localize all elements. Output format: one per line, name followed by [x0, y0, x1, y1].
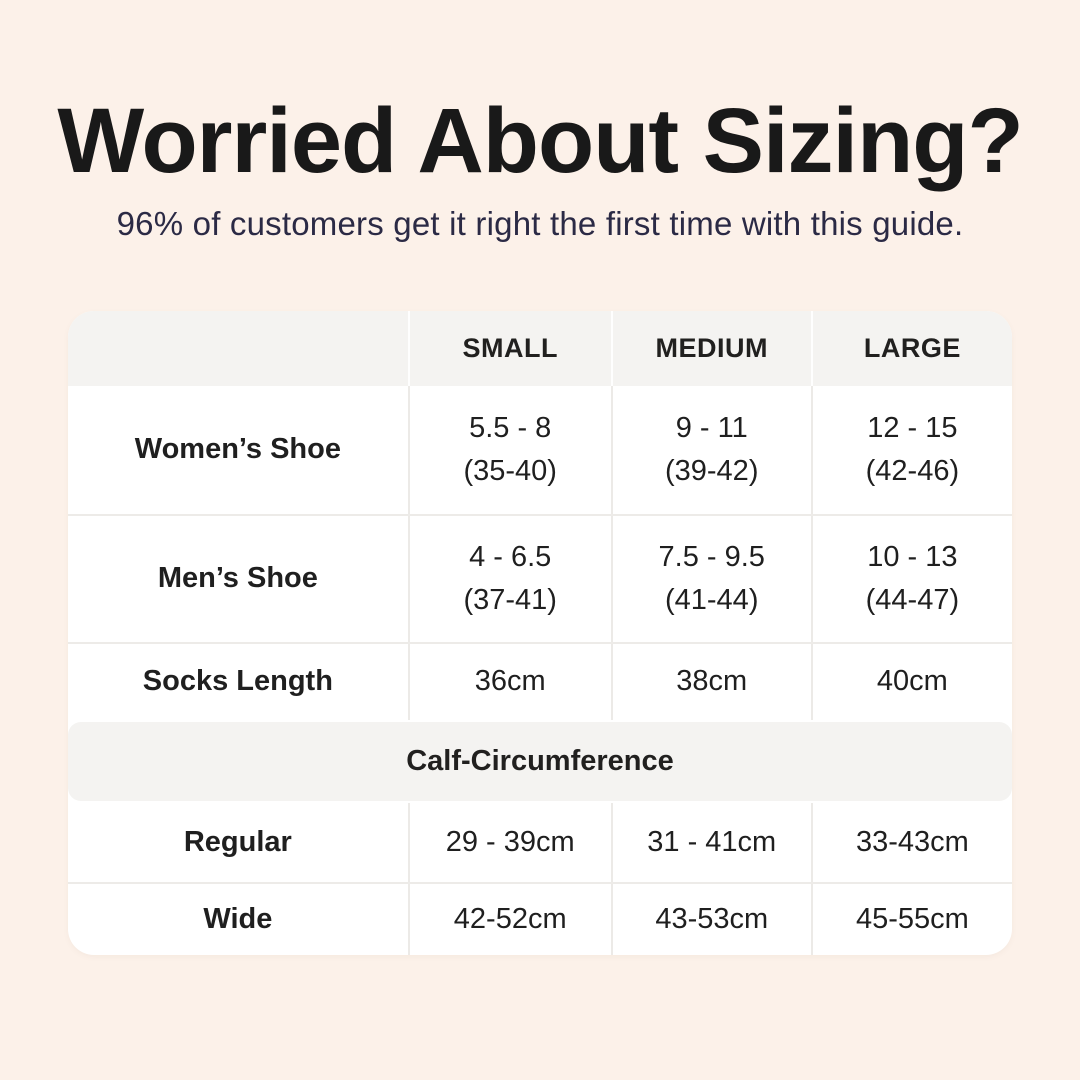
row-label: Men’s Shoe [68, 516, 410, 643]
section-header-calf-circumference: Calf-Circumference [68, 722, 1012, 802]
cell-value-line2: (44-47) [865, 584, 960, 617]
table-cell: 4 - 6.5 (37-41) [410, 516, 613, 643]
row-label: Socks Length [68, 644, 410, 721]
table-cell: 12 - 15 (42-46) [813, 386, 1012, 514]
row-label: Regular [68, 803, 410, 883]
cell-value-line2: (37-41) [463, 584, 557, 617]
row-label: Wide [68, 884, 410, 956]
table-cell: 40cm [876, 665, 948, 698]
table-cell: 42-52cm [410, 884, 613, 956]
table-cell: 9 - 11 (39-42) [613, 386, 813, 515]
table-cell: 33-43cm [855, 825, 969, 858]
size-guide-table: SMALL MEDIUM LARGE Women’s Shoe 5.5 - 8 … [68, 311, 1012, 956]
cell-value-line1: 10 - 13 [867, 540, 958, 573]
page-subtitle: 96% of customers get it right the first … [116, 205, 964, 243]
table-cell: 31 - 41cm [613, 803, 813, 883]
cell-value-line1: 4 - 6.5 [469, 540, 552, 573]
table-row-mens-shoe: Men’s Shoe 4 - 6.5 (37-41) 7.5 - 9.5 (41… [68, 514, 1012, 643]
table-cell: 10 - 13 (44-47) [813, 516, 1012, 642]
table-row-wide: Wide 42-52cm 43-53cm 45-55cm [68, 882, 1012, 956]
cell-value-line1: 9 - 11 [675, 411, 748, 444]
table-cell: 36cm [410, 644, 613, 721]
table-header-row: SMALL MEDIUM LARGE [68, 311, 1012, 387]
table-cell: 45-55cm [855, 902, 969, 935]
cell-value-line2: (39-42) [664, 455, 759, 488]
table-cell: 7.5 - 9.5 (41-44) [613, 516, 813, 643]
table-cell: 5.5 - 8 (35-40) [410, 386, 613, 515]
table-cell: 38cm [613, 644, 813, 721]
table-cell: 43-53cm [613, 884, 813, 956]
cell-value-line2: (41-44) [664, 584, 759, 617]
column-header-small: SMALL [410, 311, 613, 387]
table-row-regular: Regular 29 - 39cm 31 - 41cm 33-43cm [68, 803, 1012, 883]
table-row-socks-length: Socks Length 36cm 38cm 40cm [68, 642, 1012, 721]
cell-value-line1: 12 - 15 [867, 411, 958, 444]
table-row-womens-shoe: Women’s Shoe 5.5 - 8 (35-40) 9 - 11 (39-… [68, 386, 1012, 515]
column-header-large: LARGE [863, 333, 961, 364]
page-title: Worried About Sizing? [57, 90, 1023, 192]
row-label: Women’s Shoe [68, 386, 410, 515]
column-header-medium: MEDIUM [613, 311, 813, 387]
corner-cell [68, 311, 410, 387]
table-cell: 29 - 39cm [410, 803, 613, 883]
cell-value-line1: 5.5 - 8 [469, 411, 552, 444]
cell-value-line2: (42-46) [865, 455, 960, 488]
cell-value-line2: (35-40) [463, 455, 557, 488]
cell-value-line1: 7.5 - 9.5 [658, 540, 765, 573]
